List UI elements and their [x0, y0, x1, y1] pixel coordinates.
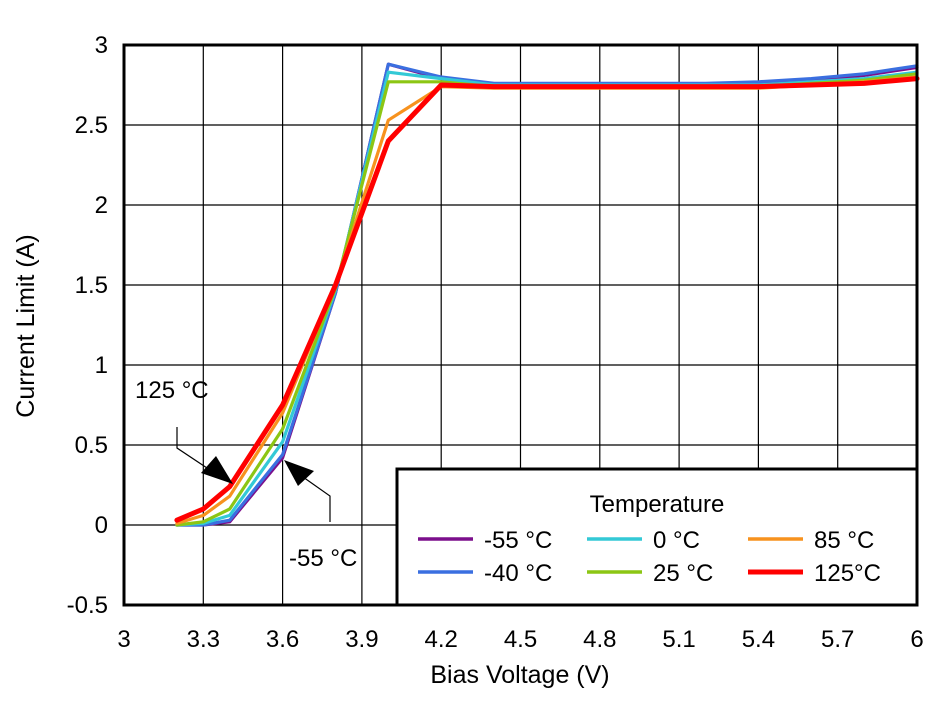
annotation-125c-arrowhead	[201, 456, 233, 484]
y-tick-label: 2	[95, 192, 108, 219]
x-tick-label: 4.2	[425, 626, 458, 653]
legend-label: 85 °C	[814, 527, 874, 554]
x-tick-label: 3	[117, 626, 130, 653]
x-tick-label: 3.3	[187, 626, 220, 653]
legend-label: -55 °C	[484, 527, 552, 554]
annotation-125c-leader	[176, 427, 211, 471]
annotation-125c-label: 125 °C	[135, 377, 209, 404]
y-tick-label: 1.5	[75, 272, 108, 299]
y-axis-title: Current Limit (A)	[12, 234, 40, 417]
series-lines	[174, 62, 920, 527]
legend-label: 0 °C	[653, 527, 700, 554]
legend-box	[395, 467, 919, 607]
x-tick-label: 6	[910, 626, 923, 653]
x-tick-label: 3.9	[345, 626, 378, 653]
annotation-55c-arrowhead	[284, 460, 314, 486]
annotation-55c: -55 °C	[284, 460, 357, 572]
legend-label: 125°C	[814, 560, 881, 587]
x-tick-label: 3.6	[266, 626, 299, 653]
x-axis-title: Bias Voltage (V)	[430, 661, 609, 689]
legend-title: Temperature	[590, 491, 725, 518]
x-tick-labels: 3 3.3 3.6 3.9 4.2 4.5 4.8 5.1 5.4 5.7 6	[117, 626, 923, 653]
y-tick-label: 0	[95, 512, 108, 539]
x-tick-label: 5.1	[662, 626, 695, 653]
annotation-125c: 125 °C	[135, 377, 233, 484]
x-tick-label: 5.7	[821, 626, 854, 653]
series-line-6	[174, 76, 920, 523]
legend-label: 25 °C	[653, 560, 713, 587]
y-tick-label: 1	[95, 352, 108, 379]
x-tick-label: 4.8	[583, 626, 616, 653]
legend-items: -55 °C -40 °C 0 °C 25 °C 85 °C 125°C	[418, 527, 881, 587]
legend: Temperature -55 °C -40 °C 0 °C 25 °C 85 °C 12…	[395, 467, 919, 607]
y-tick-label: -0.5	[67, 592, 108, 619]
annotation-55c-label: -55 °C	[289, 545, 357, 572]
x-tick-label: 5.4	[742, 626, 775, 653]
y-tick-label: 3	[95, 32, 108, 59]
y-tick-labels: -0.5 0 0.5 1 1.5 2 2.5 3	[67, 32, 108, 619]
annotation-55c-leader	[302, 476, 331, 522]
y-tick-label: 0.5	[75, 432, 108, 459]
legend-label: -40 °C	[484, 560, 552, 587]
x-tick-label: 4.5	[504, 626, 537, 653]
y-tick-label: 2.5	[75, 112, 108, 139]
